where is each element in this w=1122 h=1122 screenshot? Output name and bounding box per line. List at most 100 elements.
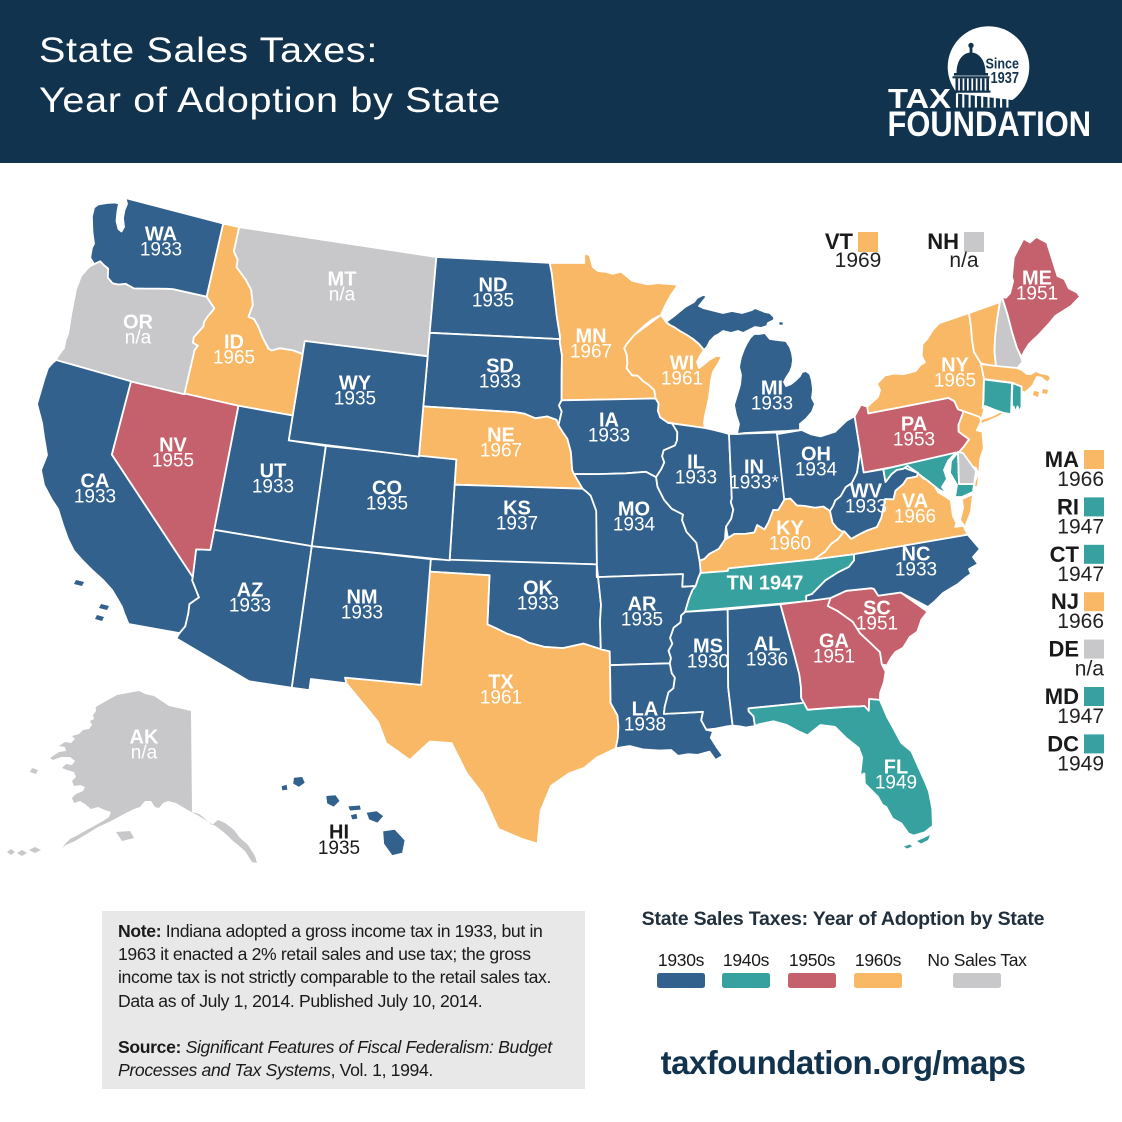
svg-text:IN: IN bbox=[744, 456, 764, 478]
svg-text:WV: WV bbox=[850, 480, 883, 502]
svg-text:OK: OK bbox=[523, 577, 554, 599]
svg-text:OR: OR bbox=[123, 311, 154, 333]
svg-text:1935: 1935 bbox=[318, 838, 360, 859]
svg-text:DE: DE bbox=[1048, 637, 1079, 662]
svg-text:1965: 1965 bbox=[213, 348, 255, 369]
svg-text:ME: ME bbox=[1022, 267, 1052, 289]
svg-text:1951: 1951 bbox=[1016, 284, 1058, 305]
svg-text:1960s: 1960s bbox=[855, 950, 902, 970]
svg-text:1966: 1966 bbox=[894, 507, 936, 528]
svg-text:AK: AK bbox=[130, 726, 159, 748]
svg-text:1933: 1933 bbox=[845, 497, 887, 518]
svg-text:1969: 1969 bbox=[835, 249, 882, 272]
svg-text:n/a: n/a bbox=[131, 743, 158, 764]
svg-text:AZ: AZ bbox=[237, 579, 264, 601]
svg-text:No Sales Tax: No Sales Tax bbox=[927, 950, 1027, 970]
svg-text:1965: 1965 bbox=[934, 371, 976, 392]
svg-text:WY: WY bbox=[339, 372, 372, 394]
svg-text:1933: 1933 bbox=[479, 372, 521, 393]
svg-text:PA: PA bbox=[901, 413, 927, 435]
svg-text:1938: 1938 bbox=[624, 715, 666, 736]
svg-text:1936: 1936 bbox=[746, 650, 788, 671]
svg-text:WI: WI bbox=[670, 352, 694, 374]
svg-text:1961: 1961 bbox=[480, 688, 522, 709]
svg-text:1937: 1937 bbox=[991, 70, 1020, 87]
svg-text:NM: NM bbox=[346, 586, 377, 608]
svg-text:1933*: 1933* bbox=[729, 473, 779, 494]
svg-text:IL: IL bbox=[687, 451, 705, 473]
svg-text:GA: GA bbox=[819, 630, 849, 652]
svg-text:VA: VA bbox=[902, 490, 928, 512]
svg-text:1935: 1935 bbox=[621, 610, 663, 631]
svg-text:1933: 1933 bbox=[751, 394, 793, 415]
svg-text:KS: KS bbox=[503, 497, 531, 519]
svg-text:1949: 1949 bbox=[875, 773, 917, 794]
svg-text:1933: 1933 bbox=[229, 596, 271, 617]
svg-text:SC: SC bbox=[863, 597, 891, 619]
svg-text:n/a: n/a bbox=[125, 328, 152, 349]
svg-text:MT: MT bbox=[328, 268, 357, 290]
svg-text:MA: MA bbox=[1045, 447, 1079, 472]
svg-text:1949: 1949 bbox=[1057, 752, 1104, 775]
svg-text:CT: CT bbox=[1050, 542, 1080, 567]
svg-text:UT: UT bbox=[260, 460, 287, 482]
svg-text:IA: IA bbox=[599, 409, 619, 431]
svg-text:MD: MD bbox=[1045, 684, 1079, 709]
svg-text:1966: 1966 bbox=[1057, 610, 1104, 633]
svg-text:TN 1947: TN 1947 bbox=[727, 572, 804, 594]
svg-text:1933: 1933 bbox=[252, 477, 294, 498]
svg-text:1960: 1960 bbox=[769, 534, 811, 555]
svg-text:NH: NH bbox=[927, 229, 959, 254]
svg-text:1933: 1933 bbox=[140, 240, 182, 261]
svg-text:1935: 1935 bbox=[366, 494, 408, 515]
svg-text:1940s: 1940s bbox=[723, 950, 770, 970]
svg-text:NY: NY bbox=[941, 354, 969, 376]
svg-text:1933: 1933 bbox=[341, 603, 383, 624]
svg-text:VT: VT bbox=[825, 229, 854, 254]
svg-text:1933: 1933 bbox=[588, 426, 630, 447]
svg-text:1935: 1935 bbox=[334, 389, 376, 410]
svg-text:MI: MI bbox=[761, 377, 783, 399]
svg-text:MS: MS bbox=[693, 635, 723, 657]
svg-text:LA: LA bbox=[632, 698, 659, 720]
svg-text:NV: NV bbox=[159, 434, 187, 456]
svg-text:TAX: TAX bbox=[888, 83, 952, 114]
svg-text:1966: 1966 bbox=[1057, 468, 1104, 491]
svg-text:1967: 1967 bbox=[480, 441, 522, 462]
svg-text:1947: 1947 bbox=[1057, 563, 1104, 586]
svg-text:1937: 1937 bbox=[496, 514, 538, 535]
svg-text:n/a: n/a bbox=[329, 285, 356, 306]
svg-text:1933: 1933 bbox=[517, 594, 559, 615]
svg-text:HI: HI bbox=[329, 821, 349, 843]
svg-text:1950s: 1950s bbox=[789, 950, 836, 970]
svg-text:CA: CA bbox=[81, 470, 110, 492]
svg-text:1935: 1935 bbox=[472, 291, 514, 312]
svg-text:1930s: 1930s bbox=[658, 950, 705, 970]
svg-text:OH: OH bbox=[801, 443, 831, 465]
svg-text:1934: 1934 bbox=[795, 460, 838, 481]
svg-text:WA: WA bbox=[145, 223, 177, 245]
svg-text:1934: 1934 bbox=[613, 515, 656, 536]
svg-text:1961: 1961 bbox=[661, 369, 703, 390]
svg-text:1947: 1947 bbox=[1057, 515, 1104, 538]
svg-text:KY: KY bbox=[776, 517, 804, 539]
svg-text:1951: 1951 bbox=[856, 614, 898, 635]
svg-text:1933: 1933 bbox=[74, 487, 116, 508]
svg-text:NJ: NJ bbox=[1051, 589, 1079, 614]
svg-text:1947: 1947 bbox=[1057, 705, 1104, 728]
svg-text:AR: AR bbox=[628, 593, 657, 615]
svg-text:Since: Since bbox=[986, 57, 1020, 73]
svg-text:n/a: n/a bbox=[949, 249, 979, 272]
svg-text:ID: ID bbox=[224, 331, 244, 353]
svg-text:DC: DC bbox=[1047, 731, 1079, 756]
svg-text:1951: 1951 bbox=[813, 647, 855, 668]
svg-text:1953: 1953 bbox=[893, 430, 935, 451]
svg-text:1933: 1933 bbox=[675, 468, 717, 489]
svg-text:NC: NC bbox=[902, 543, 931, 565]
svg-text:ND: ND bbox=[479, 274, 508, 296]
svg-text:1933: 1933 bbox=[895, 560, 937, 581]
svg-text:TX: TX bbox=[488, 671, 514, 693]
svg-text:NE: NE bbox=[487, 424, 515, 446]
svg-text:1930: 1930 bbox=[687, 652, 729, 673]
svg-text:CO: CO bbox=[372, 477, 402, 499]
